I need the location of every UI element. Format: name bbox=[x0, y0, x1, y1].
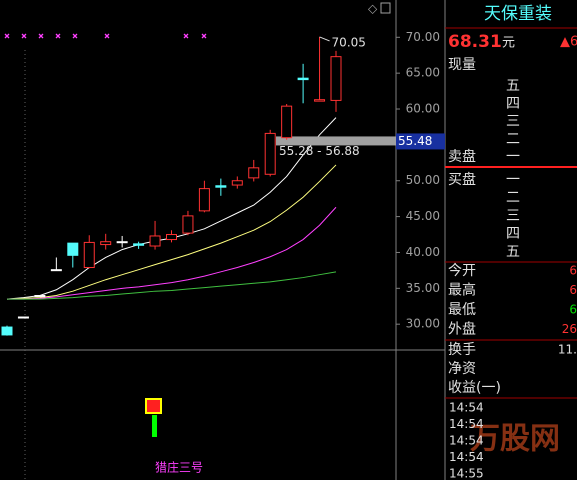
buy-label: 买盘 bbox=[448, 171, 476, 188]
candle-body bbox=[149, 235, 161, 247]
candle-body bbox=[182, 215, 194, 234]
y-tick-label: 70.00 bbox=[406, 30, 440, 44]
trade-time: 14:54 bbox=[449, 401, 484, 415]
candle-body bbox=[83, 241, 95, 269]
trade-time: 14:54 bbox=[449, 417, 484, 431]
candle-body bbox=[281, 105, 293, 139]
sell-level: 一 bbox=[506, 149, 520, 165]
change: ▲6 bbox=[560, 35, 577, 50]
icon[interactable] bbox=[380, 2, 391, 14]
stat-value: 6 bbox=[569, 283, 577, 297]
signal-x bbox=[201, 33, 207, 39]
indicator-name: 猎庄三号 bbox=[155, 460, 203, 475]
candle-body bbox=[67, 242, 79, 256]
signal-bar bbox=[152, 415, 157, 437]
ma-line bbox=[7, 206, 337, 300]
y-tick-label: 45.00 bbox=[406, 209, 440, 223]
sell-level: 五 bbox=[506, 78, 520, 94]
signal-x bbox=[72, 33, 78, 39]
sell-level: 四 bbox=[506, 96, 520, 112]
signal-x bbox=[183, 33, 189, 39]
buy-level: 三 bbox=[506, 208, 520, 224]
candle-body bbox=[17, 316, 29, 319]
candle-body bbox=[215, 185, 227, 188]
candle-body bbox=[34, 294, 46, 297]
y-tick-label: 50.00 bbox=[406, 173, 440, 187]
buy-level: 二 bbox=[506, 190, 520, 206]
y-tick-label: 65.00 bbox=[406, 66, 440, 80]
y-tick-label: 30.00 bbox=[406, 317, 440, 331]
sell-level: 二 bbox=[506, 131, 520, 147]
stat-label: 换手 bbox=[448, 341, 476, 358]
sell-level: 三 bbox=[506, 114, 520, 130]
trade-time: 14:54 bbox=[449, 450, 484, 464]
price-tag bbox=[396, 133, 445, 150]
signal-x bbox=[55, 33, 61, 39]
signal-x bbox=[21, 33, 27, 39]
stock-title: 天保重装 bbox=[484, 4, 552, 24]
candle-body bbox=[116, 241, 128, 244]
trade-time: 14:55 bbox=[449, 467, 484, 480]
price-unit: 元 bbox=[502, 36, 515, 51]
sell-label: 卖盘 bbox=[448, 148, 476, 165]
candle-body bbox=[50, 269, 62, 272]
watermark: 万股网 bbox=[470, 422, 560, 457]
stat-label: 今开 bbox=[448, 263, 476, 279]
stat-label: 外盘 bbox=[448, 321, 476, 338]
y-tick-label: 40.00 bbox=[406, 245, 440, 259]
high-label: 70.05 bbox=[332, 35, 366, 49]
stat-value: 26 bbox=[562, 322, 577, 336]
volume-label: 现量 bbox=[448, 57, 476, 73]
candle-body bbox=[264, 132, 276, 175]
y-tick-label: 60.00 bbox=[406, 102, 440, 116]
stat-label: 净资 bbox=[448, 361, 476, 377]
stat-label: 收益(一) bbox=[448, 380, 501, 396]
range-label: 55.28 - 56.88 bbox=[279, 144, 360, 158]
price-band bbox=[276, 136, 396, 146]
stat-value: 6 bbox=[569, 264, 577, 278]
stat-value: 6 bbox=[569, 303, 577, 317]
price-tag-label: 55.48 bbox=[398, 134, 432, 148]
ma-line bbox=[6, 164, 337, 300]
buy-level: 五 bbox=[506, 244, 520, 260]
candle-body bbox=[314, 99, 326, 102]
candle-body bbox=[330, 56, 342, 101]
candle-body bbox=[198, 188, 210, 212]
buy-level: 一 bbox=[506, 172, 520, 188]
high-pointer bbox=[319, 36, 330, 42]
y-tick-label: 35.00 bbox=[406, 281, 440, 295]
stat-label: 最高 bbox=[448, 282, 476, 299]
candle-body bbox=[1, 326, 13, 336]
candle-body bbox=[133, 243, 145, 246]
trade-time: 14:54 bbox=[449, 434, 484, 448]
candle-body bbox=[231, 180, 243, 186]
candle-body bbox=[100, 241, 112, 246]
buy-level: 四 bbox=[506, 226, 520, 242]
price: 68.31 bbox=[448, 32, 502, 52]
signal-x bbox=[104, 33, 110, 39]
signal-x bbox=[4, 33, 10, 39]
signal-bar bbox=[145, 398, 162, 414]
signal-x bbox=[38, 33, 44, 39]
candle-body bbox=[248, 167, 260, 179]
icon[interactable]: ◇ bbox=[368, 2, 378, 16]
stat-value: 11. bbox=[558, 343, 577, 357]
candle-body bbox=[166, 234, 177, 241]
stat-label: 最低 bbox=[448, 302, 476, 318]
candle-body bbox=[297, 77, 309, 81]
ma-line bbox=[7, 271, 337, 300]
